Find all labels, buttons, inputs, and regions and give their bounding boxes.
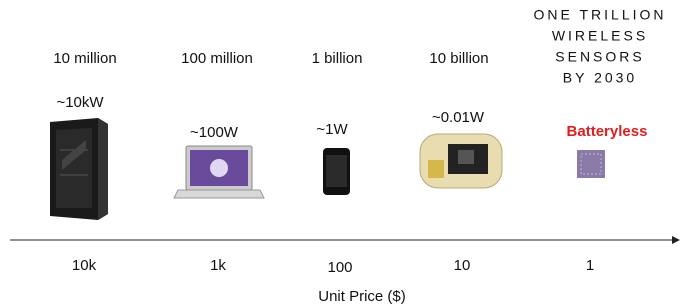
power-label: ~1W — [316, 121, 348, 138]
chip-image — [577, 150, 605, 178]
axis-title: Unit Price ($) — [318, 288, 406, 304]
price-label: 10k — [72, 257, 97, 274]
headline-line: WIRELESS — [552, 28, 648, 44]
price-label: 100 — [327, 259, 352, 276]
module-image — [420, 134, 502, 188]
headline-line: ONE TRILLION — [534, 7, 667, 23]
count-label: 1 billion — [312, 50, 363, 67]
count-label: 10 million — [53, 50, 116, 67]
count-label: 100 million — [181, 50, 253, 67]
price-label: 1 — [586, 257, 594, 274]
server-image — [50, 118, 108, 220]
price-label: 1k — [210, 257, 226, 274]
power-label: ~10kW — [56, 94, 104, 111]
axis-arrow — [672, 236, 680, 244]
power-label: ~100W — [190, 124, 239, 141]
laptop-image — [174, 146, 264, 198]
headline-line: SENSORS — [555, 49, 644, 65]
batteryless-label: Batteryless — [567, 123, 648, 140]
count-label: 10 billion — [429, 50, 488, 67]
headline-line: BY 2030 — [563, 70, 637, 86]
power-label: ~0.01W — [432, 109, 485, 126]
price-label: 10 — [454, 257, 471, 274]
diagram: ONE TRILLION WIRELESS SENSORS BY 2030 10… — [0, 0, 684, 304]
phone-image — [323, 148, 350, 195]
